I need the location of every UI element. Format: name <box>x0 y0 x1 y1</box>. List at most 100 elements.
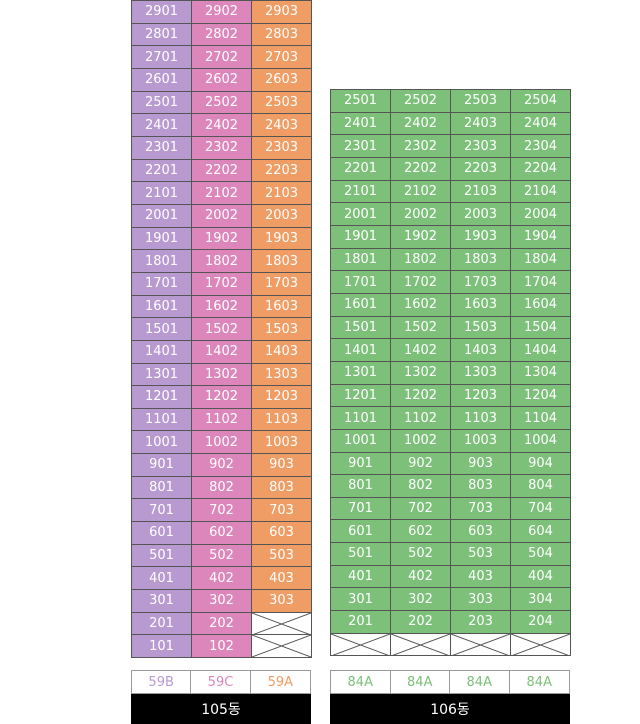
building-106-unit-grid: 2501 2502 2503 2504 2401 2402 2403 2404 2301 2302… <box>330 89 571 657</box>
empty-unit-cross-icon <box>252 635 311 658</box>
unit-cell: 1203 <box>451 384 511 408</box>
unit-cell: 2102 <box>391 180 451 204</box>
unit-cell: 2101 <box>331 180 391 204</box>
unit-cell: 201 <box>132 612 192 636</box>
unit-cell: 2802 <box>192 23 252 47</box>
unit-cell: 1103 <box>451 407 511 430</box>
unit-cell: 1402 <box>391 339 451 362</box>
unit-cell: 1101 <box>132 408 192 432</box>
unit-cell: 2002 <box>391 203 451 226</box>
unit-cell: 1102 <box>192 408 252 432</box>
unit-cell: 302 <box>391 588 451 612</box>
unit-cell: 1804 <box>511 248 571 272</box>
unit-cell: 1202 <box>391 384 451 408</box>
unit-cell: 2101 <box>132 182 192 205</box>
unit-cell: 801 <box>132 476 192 500</box>
unit-cell: 303 <box>451 588 511 612</box>
unit-type-label: 84A <box>391 671 450 693</box>
empty-unit-cross-icon <box>252 612 311 635</box>
unit-cell: 2401 <box>132 114 192 137</box>
unit-cell: 1703 <box>252 272 312 296</box>
unit-cell: 2103 <box>252 182 312 205</box>
empty-unit-cross-icon <box>391 633 450 656</box>
unit-cell: 901 <box>331 452 391 476</box>
unit-type-label: 84A <box>450 671 510 693</box>
unit-cell: 1703 <box>451 271 511 294</box>
unit-cell: 1301 <box>132 363 192 387</box>
unit-cell: 1202 <box>192 386 252 409</box>
unit-cell: 802 <box>391 475 451 498</box>
unit-cell: 2203 <box>451 157 511 181</box>
unit-type-label: 84A <box>526 674 552 690</box>
unit-cell: 1004 <box>511 429 571 453</box>
unit-cell: 2001 <box>132 204 192 228</box>
unit-cell: 2503 <box>451 90 511 113</box>
unit-cell: 2302 <box>391 135 451 158</box>
unit-cell: 2801 <box>132 23 192 47</box>
unit-cell: 101 <box>132 635 192 659</box>
unit-cell: 403 <box>252 567 312 591</box>
unit-cell: 1402 <box>192 340 252 364</box>
unit-cell: 2402 <box>192 114 252 137</box>
unit-cell: 1404 <box>511 339 571 362</box>
unit-cell: 1601 <box>331 293 391 317</box>
unit-cell: 1702 <box>192 272 252 296</box>
unit-cell: 1501 <box>132 318 192 341</box>
unit-cell: 201 <box>331 611 391 634</box>
unit-cell: 204 <box>511 611 571 634</box>
empty-unit-cross-icon <box>451 633 510 656</box>
unit-cell: 1702 <box>391 271 451 294</box>
building-106-type-row: 84A 84A 84A 84A <box>330 670 570 694</box>
building-106-label: 106동 <box>330 694 570 724</box>
unit-cell: 2303 <box>252 136 312 160</box>
unit-cell: 1303 <box>252 363 312 387</box>
unit-cell: 1602 <box>192 295 252 319</box>
empty-unit-cell <box>451 633 511 657</box>
unit-cell: 404 <box>511 565 571 589</box>
unit-cell: 503 <box>252 544 312 568</box>
unit-cell: 403 <box>451 565 511 589</box>
unit-cell: 1802 <box>192 250 252 273</box>
unit-cell: 601 <box>132 522 192 545</box>
unit-cell: 1901 <box>331 225 391 249</box>
unit-cell: 1603 <box>451 293 511 317</box>
unit-cell: 501 <box>132 544 192 568</box>
unit-cell: 2302 <box>192 136 252 160</box>
unit-cell: 1201 <box>331 384 391 408</box>
unit-cell: 1301 <box>331 361 391 385</box>
unit-cell: 1003 <box>252 431 312 455</box>
unit-cell: 2603 <box>252 68 312 92</box>
unit-cell: 1903 <box>451 225 511 249</box>
unit-cell: 604 <box>511 520 571 544</box>
unit-cell: 703 <box>252 499 312 523</box>
unit-cell: 2401 <box>331 112 391 136</box>
unit-cell: 704 <box>511 497 571 521</box>
unit-cell: 1903 <box>252 227 312 251</box>
unit-cell: 1801 <box>132 250 192 273</box>
unit-cell: 2902 <box>192 1 252 24</box>
empty-unit-cell <box>331 633 391 657</box>
unit-cell: 2502 <box>192 91 252 115</box>
unit-cell: 1604 <box>511 293 571 317</box>
unit-cell: 504 <box>511 543 571 566</box>
unit-cell: 801 <box>331 475 391 498</box>
unit-cell: 2301 <box>132 136 192 160</box>
unit-cell: 2602 <box>192 68 252 92</box>
unit-cell: 1803 <box>451 248 511 272</box>
unit-cell: 1002 <box>192 431 252 455</box>
unit-cell: 902 <box>192 454 252 477</box>
unit-cell: 1204 <box>511 384 571 408</box>
unit-cell: 603 <box>451 520 511 544</box>
unit-cell: 1501 <box>331 316 391 340</box>
unit-cell: 502 <box>391 543 451 566</box>
unit-cell: 1101 <box>331 407 391 430</box>
empty-unit-cell <box>511 633 571 657</box>
unit-cell: 1904 <box>511 225 571 249</box>
unit-cell: 1701 <box>331 271 391 294</box>
unit-cell: 603 <box>252 522 312 545</box>
unit-cell: 301 <box>132 590 192 613</box>
unit-cell: 1801 <box>331 248 391 272</box>
unit-cell: 503 <box>451 543 511 566</box>
unit-cell: 303 <box>252 590 312 613</box>
unit-cell: 2503 <box>252 91 312 115</box>
